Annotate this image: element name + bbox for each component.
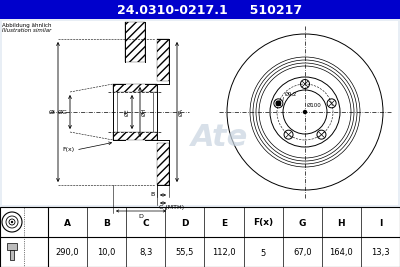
Text: B: B bbox=[103, 218, 110, 227]
Text: 8,3: 8,3 bbox=[139, 249, 152, 257]
Text: 290,0: 290,0 bbox=[56, 249, 79, 257]
Bar bbox=[0, 19, 400, 207]
Bar bbox=[0, 207, 400, 267]
Circle shape bbox=[11, 221, 13, 223]
Text: H: H bbox=[338, 218, 345, 227]
Text: 55,5: 55,5 bbox=[176, 249, 194, 257]
Text: Abbildung ähnlich: Abbildung ähnlich bbox=[2, 23, 52, 28]
Bar bbox=[113, 132, 157, 140]
Bar bbox=[10, 250, 14, 260]
Text: ØG: ØG bbox=[58, 109, 68, 115]
Text: 24.0310-0217.1     510217: 24.0310-0217.1 510217 bbox=[118, 3, 302, 17]
Text: ØA: ØA bbox=[179, 108, 184, 116]
Text: F(x): F(x) bbox=[253, 218, 273, 227]
Text: 164,0: 164,0 bbox=[330, 249, 353, 257]
Text: E: E bbox=[221, 218, 227, 227]
Text: G: G bbox=[298, 218, 306, 227]
Text: ØI: ØI bbox=[49, 109, 56, 115]
Bar bbox=[7, 243, 17, 250]
Text: Ø100: Ø100 bbox=[307, 103, 322, 108]
Text: 5: 5 bbox=[260, 249, 266, 257]
Bar bbox=[157, 39, 169, 81]
Text: B: B bbox=[151, 193, 155, 198]
Text: Ate: Ate bbox=[191, 123, 249, 151]
Bar bbox=[2, 21, 398, 205]
Bar bbox=[0, 0, 400, 19]
Circle shape bbox=[304, 111, 306, 113]
Bar bbox=[157, 143, 169, 185]
Circle shape bbox=[276, 101, 281, 105]
Text: ØH: ØH bbox=[142, 108, 147, 116]
Text: F(x): F(x) bbox=[62, 147, 74, 152]
Text: C: C bbox=[142, 218, 149, 227]
Text: Ø9,2: Ø9,2 bbox=[284, 91, 297, 96]
Text: A: A bbox=[64, 218, 71, 227]
Text: 13,3: 13,3 bbox=[371, 249, 390, 257]
Text: I: I bbox=[379, 218, 382, 227]
Bar bbox=[113, 84, 157, 92]
Text: 10,0: 10,0 bbox=[98, 249, 116, 257]
Text: 67,0: 67,0 bbox=[293, 249, 312, 257]
Text: C (MTH): C (MTH) bbox=[159, 206, 184, 210]
Text: ØE: ØE bbox=[125, 108, 130, 116]
Text: D: D bbox=[138, 214, 144, 218]
Text: D: D bbox=[181, 218, 189, 227]
Bar bbox=[125, 22, 145, 62]
Text: 112,0: 112,0 bbox=[212, 249, 236, 257]
Text: Illustration similar: Illustration similar bbox=[2, 28, 51, 33]
